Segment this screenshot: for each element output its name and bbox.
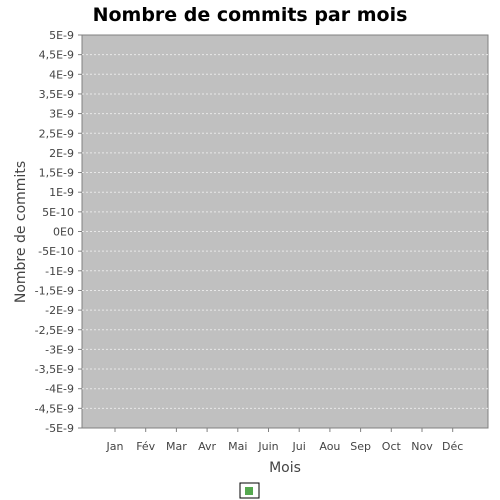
x-tick-label: Aou bbox=[319, 440, 340, 453]
x-tick-label: Jan bbox=[106, 440, 124, 453]
x-tick-label: Mai bbox=[228, 440, 247, 453]
chart-title: Nombre de commits par mois bbox=[93, 4, 408, 26]
x-axis-label: Mois bbox=[269, 460, 301, 476]
legend-swatch bbox=[245, 487, 253, 495]
x-tick-label: Déc bbox=[442, 440, 463, 453]
y-tick-label: 1E-9 bbox=[49, 186, 74, 199]
y-tick-label: 2E-9 bbox=[49, 147, 74, 160]
y-tick-label: -1E-9 bbox=[45, 265, 74, 278]
x-tick-label: Sep bbox=[350, 440, 371, 453]
y-tick-label: 5E-10 bbox=[42, 206, 74, 219]
plot-area bbox=[81, 34, 489, 429]
y-tick-label: -3E-9 bbox=[45, 343, 74, 356]
x-tick-label: Avr bbox=[198, 440, 216, 453]
y-axis-label: Nombre de commits bbox=[13, 161, 29, 303]
y-tick-label: 2,5E-9 bbox=[39, 127, 74, 140]
y-tick-label: -4E-9 bbox=[45, 383, 74, 396]
y-tick-label: -2E-9 bbox=[45, 304, 74, 317]
x-tick-label: Jui bbox=[292, 440, 306, 453]
y-tick-label: 4,5E-9 bbox=[39, 49, 74, 62]
y-tick-label: -1,5E-9 bbox=[35, 284, 74, 297]
y-axis-ticks: 5E-9 4,5E-9 4E-9 3,5E-9 3E-9 2,5E-9 2E-9 1,5E-9… bbox=[35, 29, 82, 435]
y-tick-label: 5E-9 bbox=[49, 29, 74, 42]
y-tick-label: -5E-10 bbox=[38, 245, 74, 258]
y-tick-label: 3,5E-9 bbox=[39, 88, 74, 101]
x-tick-label: Juin bbox=[257, 440, 278, 453]
x-tick-label: Oct bbox=[382, 440, 402, 453]
y-tick-label: 1,5E-9 bbox=[39, 167, 74, 180]
x-axis-ticks: Jan Fév Mar Avr Mai Juin Jui Aou Sep Oct Nov Déc bbox=[106, 428, 463, 453]
x-tick-label: Fév bbox=[136, 440, 155, 453]
y-tick-label: -4,5E-9 bbox=[35, 402, 74, 415]
y-tick-label: 4E-9 bbox=[49, 68, 74, 81]
y-tick-label: -2,5E-9 bbox=[35, 324, 74, 337]
x-tick-label: Mar bbox=[166, 440, 187, 453]
legend bbox=[239, 482, 260, 499]
x-tick-label: Nov bbox=[411, 440, 433, 453]
y-tick-label: 0E0 bbox=[53, 226, 74, 239]
y-tick-label: -3,5E-9 bbox=[35, 363, 74, 376]
y-tick-label: -5E-9 bbox=[45, 422, 74, 435]
y-tick-label: 3E-9 bbox=[49, 108, 74, 121]
